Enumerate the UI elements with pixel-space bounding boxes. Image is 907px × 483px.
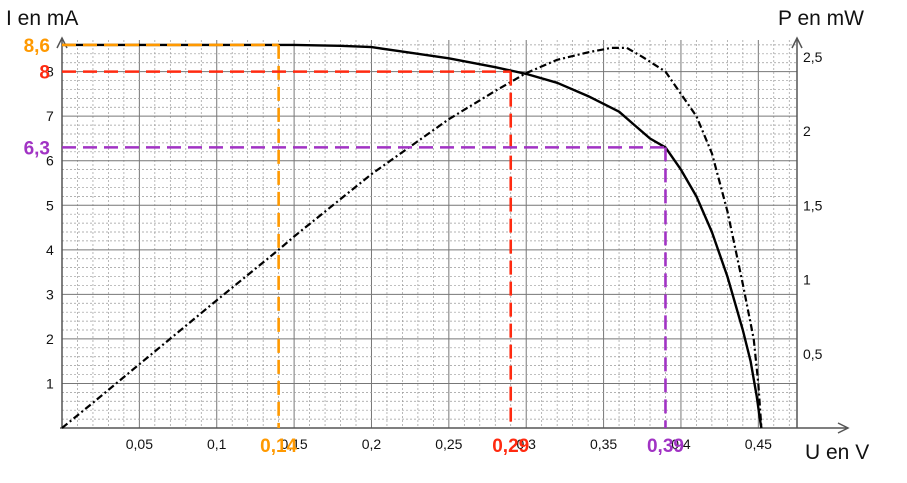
y-left-tick-label: 6 — [46, 153, 54, 169]
annotation-lines — [62, 43, 667, 428]
axes — [56, 36, 850, 434]
x-tick-label: 0,3 — [516, 436, 536, 452]
y-left-tick-label: 4 — [46, 242, 54, 258]
y-right-tick-label: 0,5 — [803, 346, 823, 362]
y-right-tick-label: 1 — [803, 272, 811, 288]
y-right-tick-label: 1,5 — [803, 197, 823, 213]
current-curve — [62, 43, 763, 429]
y-axis-right-title: P en mW — [778, 7, 864, 30]
x-axis-title: U en V — [805, 441, 869, 464]
annotation-x-label: 0,29 — [492, 436, 529, 457]
x-tick-label: 0,45 — [745, 436, 772, 452]
power-curve — [61, 46, 763, 429]
x-tick-label: 0,2 — [362, 436, 382, 452]
x-tick-label: 0,1 — [207, 436, 227, 452]
y-right-tick-label: 2 — [803, 123, 811, 139]
x-tick-label: 0,05 — [126, 436, 153, 452]
x-axis-arrow-icon — [837, 422, 850, 434]
y-axis-right-arrow-icon — [791, 36, 803, 49]
annotation-y-label: 8,6 — [24, 36, 50, 57]
y-right-tick-label: 2,5 — [803, 49, 823, 65]
y-left-tick-label: 5 — [46, 197, 54, 213]
tick-labels: 0,05 0,1 0,15 0,2 0,25 0,3 0,35 0,4 0,45 1 2 3 4 5 6 7 8… — [46, 49, 823, 452]
x-tick-label: 0,4 — [671, 436, 691, 452]
x-tick-label: 0,15 — [280, 436, 307, 452]
annotation-y-label: 8 — [39, 63, 50, 84]
grid — [62, 40, 797, 428]
annotation-x-label: 0,14 — [260, 436, 297, 457]
annotation-x-label: 0,39 — [647, 436, 684, 457]
y-left-tick-label: 8 — [46, 64, 54, 80]
y-left-tick-label: 3 — [46, 286, 54, 302]
x-tick-label: 0,25 — [435, 436, 462, 452]
annotation-y-label: 6,3 — [24, 138, 50, 159]
x-tick-label: 0,35 — [590, 436, 617, 452]
y-axis-left-title: I en mA — [6, 7, 78, 30]
y-left-tick-label: 7 — [46, 108, 54, 124]
y-left-tick-label: 2 — [46, 331, 54, 347]
series-layer — [61, 43, 763, 429]
y-left-tick-label: 1 — [46, 375, 54, 391]
